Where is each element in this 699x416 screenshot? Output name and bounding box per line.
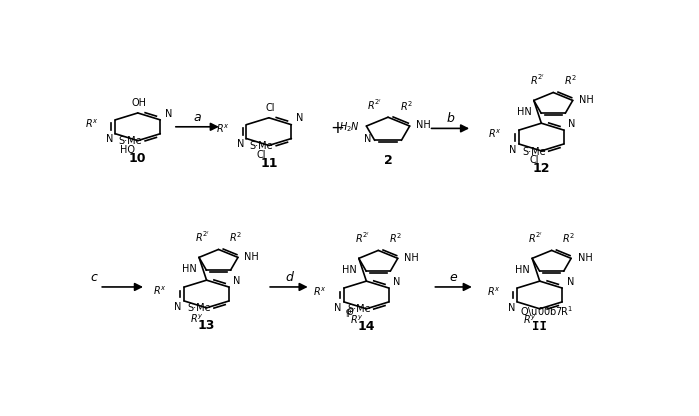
Text: $H_2N$: $H_2N$ <box>339 120 360 134</box>
Text: N: N <box>175 302 182 312</box>
Text: b: b <box>447 112 454 125</box>
Text: N: N <box>507 302 515 312</box>
Text: $R^x$: $R^x$ <box>313 285 327 298</box>
Text: HN: HN <box>515 265 530 275</box>
Text: 2: 2 <box>384 154 392 167</box>
Text: O: O <box>345 309 351 315</box>
Text: N: N <box>106 134 113 144</box>
Text: $R^2$: $R^2$ <box>229 230 243 244</box>
Text: $R^x$: $R^x$ <box>488 128 502 140</box>
Text: $R^x$: $R^x$ <box>487 285 500 298</box>
Text: N: N <box>510 145 517 155</box>
Text: c: c <box>90 271 97 284</box>
Text: Cl: Cl <box>265 103 275 113</box>
Text: ‖: ‖ <box>345 310 348 317</box>
Text: HN: HN <box>517 107 532 117</box>
Text: HN: HN <box>342 265 356 275</box>
Text: HO: HO <box>120 145 135 155</box>
Text: $R^y$: $R^y$ <box>190 312 204 325</box>
Text: S·Me: S·Me <box>250 141 273 151</box>
Text: N: N <box>237 139 244 149</box>
Text: N: N <box>296 114 303 124</box>
Text: NH: NH <box>579 95 594 105</box>
Text: a: a <box>194 111 201 124</box>
Text: $R^y$: $R^y$ <box>350 313 363 326</box>
Text: Cl: Cl <box>257 150 266 160</box>
Text: $R^2$: $R^2$ <box>389 232 402 245</box>
Text: S·Me: S·Me <box>119 136 142 146</box>
Text: $R^{2'}$: $R^{2'}$ <box>528 230 544 245</box>
Text: S·Me: S·Me <box>522 146 546 156</box>
Text: N: N <box>364 134 371 144</box>
Text: HN: HN <box>182 264 197 274</box>
Text: NH: NH <box>416 120 431 130</box>
Text: $R^x$: $R^x$ <box>85 117 98 130</box>
Text: $R^{2'}$: $R^{2'}$ <box>195 229 210 244</box>
Text: e: e <box>449 271 457 284</box>
Text: N: N <box>233 276 240 286</box>
Text: S·Me: S·Me <box>187 304 211 314</box>
Text: $R^x$: $R^x$ <box>216 122 229 135</box>
Text: NH: NH <box>245 252 259 262</box>
Text: Cl: Cl <box>529 155 539 166</box>
Text: NH: NH <box>404 253 419 263</box>
Text: $R^2$: $R^2$ <box>400 99 413 113</box>
Text: 10: 10 <box>129 152 147 165</box>
Text: N: N <box>164 109 172 119</box>
Text: $R^2$: $R^2$ <box>564 74 577 87</box>
Text: $R^y$: $R^y$ <box>524 313 537 326</box>
Text: NH: NH <box>577 253 592 263</box>
Text: $R^2$: $R^2$ <box>563 232 575 245</box>
Text: 13: 13 <box>198 319 215 332</box>
Text: S·Me: S·Me <box>347 304 370 314</box>
Text: $R^{2'}$: $R^{2'}$ <box>530 72 545 87</box>
Text: $R^{2'}$: $R^{2'}$ <box>355 230 370 245</box>
Text: N: N <box>394 277 401 287</box>
Text: 11: 11 <box>260 156 278 170</box>
Text: 14: 14 <box>358 320 375 333</box>
Text: $R^{2'}$: $R^{2'}$ <box>368 98 382 112</box>
Text: Q\u00b7R$^1$: Q\u00b7R$^1$ <box>521 305 573 319</box>
Text: $R^x$: $R^x$ <box>153 285 167 297</box>
Text: 12: 12 <box>533 162 550 175</box>
Text: II: II <box>532 320 547 333</box>
Text: OH: OH <box>132 98 147 108</box>
Text: d: d <box>285 271 293 284</box>
Text: N: N <box>334 302 342 312</box>
Text: N: N <box>567 277 574 287</box>
Text: O: O <box>347 308 353 317</box>
Text: N: N <box>568 119 575 129</box>
Text: +: + <box>331 119 345 137</box>
